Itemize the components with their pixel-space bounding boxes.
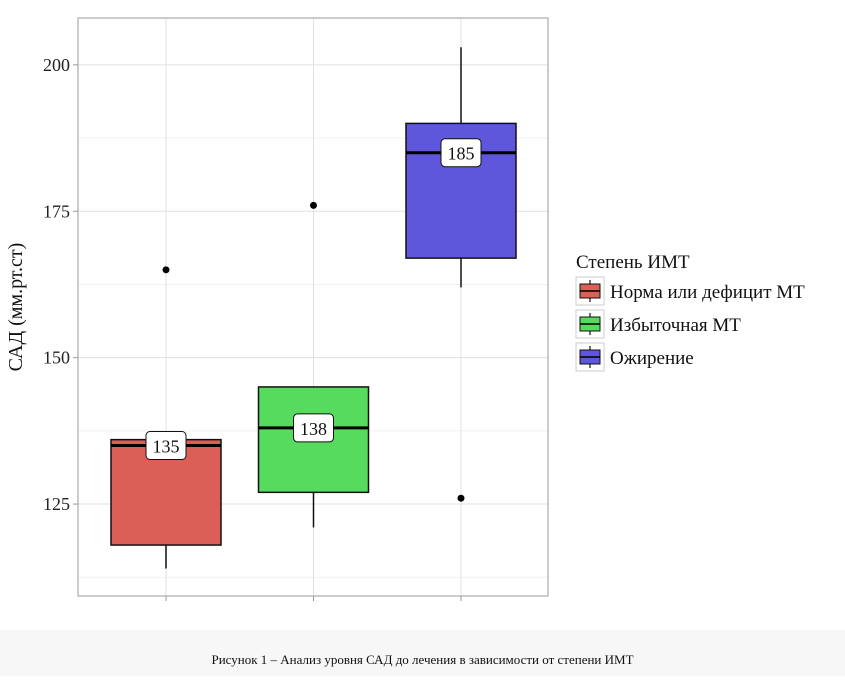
legend-entry-label: Ожирение bbox=[610, 348, 694, 369]
figure: 125 150 175 200 САД (мм.рт.ст) 135 138 185 Степе… bbox=[0, 17, 845, 676]
median-label: 135 bbox=[153, 436, 180, 456]
legend-entry-label: Избыточная МТ bbox=[610, 315, 741, 336]
box bbox=[257, 386, 370, 494]
legend-entry-label: Норма или дефицит МТ bbox=[610, 282, 805, 303]
y-tick-label: 200 bbox=[43, 55, 70, 75]
median-label-box bbox=[145, 430, 187, 460]
legend-title: Степень ИМТ bbox=[576, 252, 690, 273]
outlier-point bbox=[310, 201, 317, 209]
outlier-point bbox=[457, 494, 465, 502]
median-label: 185 bbox=[448, 144, 475, 164]
box bbox=[405, 122, 517, 259]
y-axis-label: САД (мм.рт.ст) bbox=[5, 243, 27, 372]
y-tick-label: 150 bbox=[43, 348, 70, 368]
outlier-point bbox=[162, 266, 170, 274]
boxplot-chart: 125 150 175 200 САД (мм.рт.ст) 135 138 185 Степе… bbox=[5, 17, 805, 601]
median-label-box bbox=[440, 138, 482, 168]
median-label-box bbox=[293, 413, 334, 443]
figure-caption: Рисунок 1 – Анализ уровня САД до лечения… bbox=[0, 630, 845, 676]
y-tick-label: 175 bbox=[43, 201, 70, 221]
median-label: 138 bbox=[300, 419, 327, 439]
y-tick-label: 125 bbox=[43, 494, 70, 514]
